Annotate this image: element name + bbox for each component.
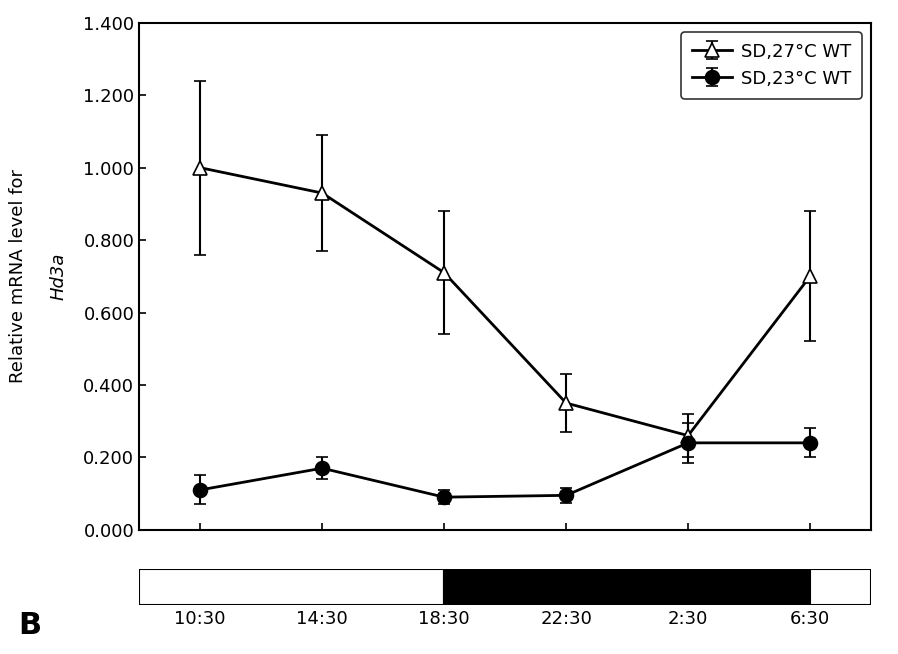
Text: 22:30: 22:30 — [541, 610, 592, 628]
Bar — [139, 569, 445, 605]
Text: Hd3a: Hd3a — [49, 252, 67, 300]
Text: 14:30: 14:30 — [296, 610, 348, 628]
Text: 10:30: 10:30 — [174, 610, 226, 628]
Bar — [810, 569, 871, 605]
Text: 6:30: 6:30 — [790, 610, 830, 628]
Text: 2:30: 2:30 — [668, 610, 709, 628]
Legend: SD,27°C WT, SD,23°C WT: SD,27°C WT, SD,23°C WT — [682, 32, 862, 99]
Text: Relative mRNA level for: Relative mRNA level for — [9, 169, 27, 383]
Text: 18:30: 18:30 — [418, 610, 470, 628]
Text: B: B — [18, 611, 41, 640]
Bar — [445, 569, 810, 605]
